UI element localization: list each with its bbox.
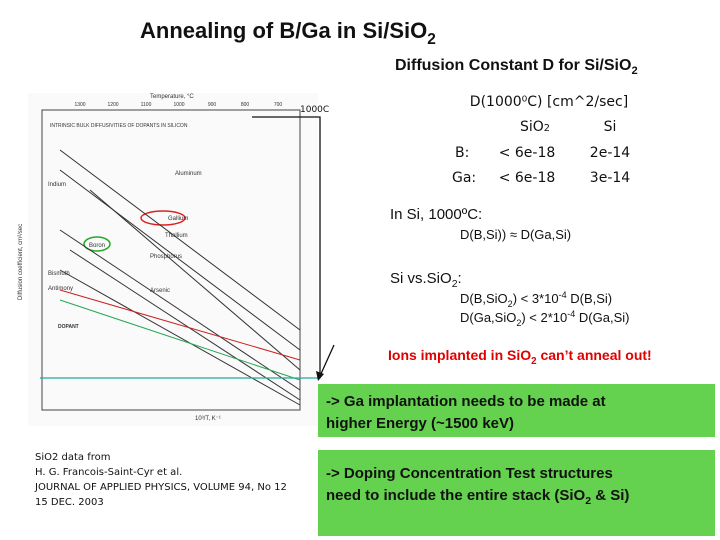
citation-line: SiO2 data from <box>35 452 111 463</box>
figure-dopant-label: Boron <box>89 243 105 249</box>
figure-top-tick: 1100 <box>141 102 152 108</box>
compare-lines: D(B,SiO2) < 3*10-4 D(B,Si)D(Ga,SiO2) < 2… <box>460 290 629 328</box>
table-cell: 3e-14 <box>590 170 630 186</box>
warning-sub: 2 <box>531 356 537 367</box>
figure-inner-title: INTRINSIC BULK DIFFUSIVITIES OF DOPANTS … <box>50 123 188 129</box>
plot-frame <box>41 109 301 411</box>
figure-x-label: 10³/T, K⁻¹ <box>195 416 221 422</box>
figure-background <box>28 93 318 426</box>
compare-line: D(B,SiO2) < 3*10-4 D(B,Si) <box>460 290 612 309</box>
compare-heading-end: : <box>458 270 462 287</box>
compare-heading: Si vs.SiO2: <box>390 270 462 290</box>
arrow-head <box>316 371 324 381</box>
box1-line: higher Energy (~1500 keV) <box>326 415 514 432</box>
box1-line: -> Ga implantation needs to be made at <box>326 393 606 410</box>
compare-sup: -4 <box>559 290 567 300</box>
figure-top-tick: 1000 <box>173 102 184 108</box>
figure-curve <box>59 299 301 381</box>
figure-curve <box>59 269 301 406</box>
boron-circle <box>83 236 111 252</box>
title: Annealing of B/Ga in Si/SiO2 <box>140 18 436 48</box>
table-col: Si <box>604 119 617 135</box>
figure-top-tick: 1300 <box>74 102 85 108</box>
box2-sub: 2 <box>585 495 591 507</box>
box2-line: -> Doping Concentration Test structures <box>326 465 613 482</box>
table-cell: < 6e-18 <box>499 170 556 186</box>
compare-text: D(B,SiO <box>460 291 508 306</box>
figure-dopant-label: Antimony <box>48 286 73 292</box>
figure-dopant-label: Gallium <box>168 216 188 222</box>
compare-line: D(Ga,SiO2) < 2*10-4 D(Ga,Si) <box>460 309 629 328</box>
figure-dopant-label: Phosphorus <box>150 254 182 260</box>
citation-line: 15 DEC. 2003 <box>35 497 104 508</box>
arrow <box>319 344 335 377</box>
table-box <box>447 86 640 192</box>
figure-y-label: Diffusion coefficient, cm²/sec <box>18 224 24 300</box>
box2-text: need to include the entire stack (SiO <box>326 487 586 504</box>
figure-curve <box>59 289 301 361</box>
table-cell: < 6e-18 <box>499 145 556 161</box>
table-header: D(1000⁰C) [cm^2/sec] <box>470 94 628 110</box>
marker-label: 1000C <box>300 105 329 115</box>
table-col: SiO2 <box>520 119 550 135</box>
table-col-sub: 2 <box>544 123 550 134</box>
gallium-circle <box>140 210 186 226</box>
figure-curve <box>69 249 301 401</box>
warning-text: Ions implanted in SiO <box>388 347 531 363</box>
subtitle: Diffusion Constant D for Si/SiO2 <box>395 57 638 77</box>
compare-sup: -4 <box>567 309 575 319</box>
si-heading: In Si, 1000ºC: <box>390 206 482 223</box>
figure-dopant-label: Indium <box>48 182 66 188</box>
figure-curve <box>89 189 301 371</box>
title-text: Annealing of B/Ga in Si/SiO <box>140 18 427 43</box>
box1 <box>318 384 715 437</box>
table-cell: 2e-14 <box>590 145 630 161</box>
compare-heading-sub: 2 <box>452 278 458 290</box>
compare-heading-text: Si vs.SiO <box>390 270 452 287</box>
figure-curve <box>59 149 301 331</box>
table-col-text: SiO <box>520 119 544 135</box>
compare-text: D(Ga,Si) <box>575 310 629 325</box>
box2-text: & Si) <box>591 487 629 504</box>
subtitle-text: Diffusion Constant D for Si/SiO <box>395 57 631 74</box>
figure-dopant-label: Thallium <box>165 233 188 239</box>
marker-line <box>252 116 321 378</box>
warning-text: can’t anneal out! <box>537 347 652 363</box>
figure-curve <box>59 229 301 391</box>
box2 <box>318 450 715 536</box>
compare-sub: 2 <box>516 318 521 328</box>
citation-line: H. G. Francois-Saint-Cyr et al. <box>35 467 182 478</box>
compare-sub: 2 <box>508 299 513 309</box>
figure-dopant-label: Bismuth <box>48 271 70 277</box>
compare-text: ) < 2*10 <box>521 310 567 325</box>
compare-text: ) < 3*10 <box>513 291 559 306</box>
si-relation: D(B,Si)) ≈ D(Ga,Si) <box>460 227 571 242</box>
warning: Ions implanted in SiO2 can’t anneal out! <box>388 347 652 367</box>
box2-line: need to include the entire stack (SiO2 &… <box>326 487 629 507</box>
figure-curve <box>59 169 301 351</box>
figure-top-tick: 1200 <box>107 102 118 108</box>
title-sub: 2 <box>427 31 436 48</box>
figure-legend-title: DOPANT <box>58 324 79 330</box>
figure-dopant-label: Arsenic <box>150 288 170 294</box>
subtitle-sub: 2 <box>631 65 637 77</box>
figure-dopant-label: Aluminum <box>175 171 202 177</box>
figure-top-tick: 900 <box>208 102 217 108</box>
table-cell: B: <box>455 145 469 161</box>
figure-heading: Temperature, °C <box>150 94 194 100</box>
figure-top-tick: 700 <box>274 102 283 108</box>
figure-top-tick: 800 <box>241 102 250 108</box>
compare-text: D(B,Si) <box>567 291 613 306</box>
figure: Temperature, °C INTRINSIC BULK DIFFUSIVI… <box>18 93 318 426</box>
compare-text: D(Ga,SiO <box>460 310 516 325</box>
citation-line: JOURNAL OF APPLIED PHYSICS, VOLUME 94, N… <box>34 482 287 493</box>
citation: SiO2 data from H. G. Francois-Saint-Cyr e… <box>34 452 287 508</box>
table-cell: Ga: <box>452 170 476 186</box>
